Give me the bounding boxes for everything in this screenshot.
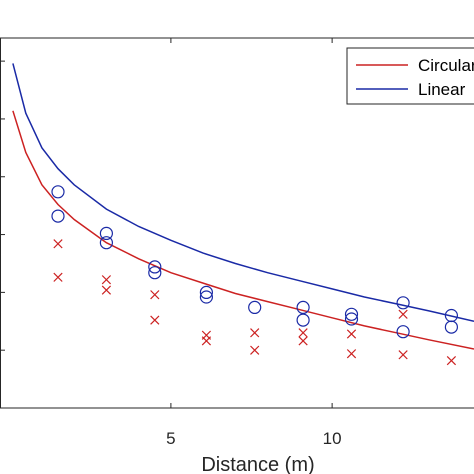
data-point-circle [199, 290, 213, 304]
data-point-circle [296, 313, 310, 327]
data-point-circle [396, 325, 410, 339]
data-point-x [101, 285, 112, 295]
data-point-circle [148, 266, 162, 280]
data-point-circle [296, 300, 310, 314]
data-point-x [53, 239, 63, 249]
x-tick-label: 10 [323, 429, 342, 448]
data-point-x [446, 355, 457, 366]
data-point-x [346, 349, 357, 359]
data-point-x [250, 328, 260, 338]
data-point-x [298, 328, 308, 338]
data-point-circle [344, 307, 359, 321]
legend: Circular Linear [346, 47, 474, 105]
data-point-x [250, 345, 260, 355]
data-point-circle [444, 320, 458, 334]
data-point-circle [148, 260, 162, 274]
data-point-x [201, 336, 212, 346]
data-point-circle [396, 296, 410, 310]
x-axis-title: Distance (m) [201, 454, 314, 474]
data-point-x [346, 329, 357, 339]
legend-label-linear: Linear [418, 80, 466, 99]
data-point-circle [99, 236, 114, 250]
data-point-circle [199, 285, 213, 299]
data-point-circle [51, 185, 65, 199]
data-point-x [398, 309, 408, 319]
data-point-x [101, 275, 112, 285]
data-point-circle [99, 226, 114, 240]
x-tick-label: 5 [166, 429, 175, 448]
legend-label-circular: Circular [418, 56, 474, 75]
data-point-x [150, 290, 160, 300]
marker-series-2 [51, 185, 458, 339]
series-layer [12, 63, 474, 366]
series-linear-line [12, 63, 474, 323]
data-point-x [398, 350, 408, 360]
data-point-circle [344, 312, 359, 326]
marker-series-3 [53, 239, 457, 366]
series-circular-curve-group [12, 110, 474, 350]
data-point-x [150, 315, 160, 325]
data-point-x [298, 336, 308, 346]
legend-box [346, 47, 474, 105]
series-circular-line [12, 110, 474, 350]
data-point-circle [248, 300, 262, 314]
plot-frame [0, 37, 474, 409]
tick-layer: 5 10 [0, 38, 342, 448]
data-point-x [53, 272, 63, 282]
series-linear-curve-group [12, 63, 474, 323]
data-point-circle [51, 209, 65, 223]
